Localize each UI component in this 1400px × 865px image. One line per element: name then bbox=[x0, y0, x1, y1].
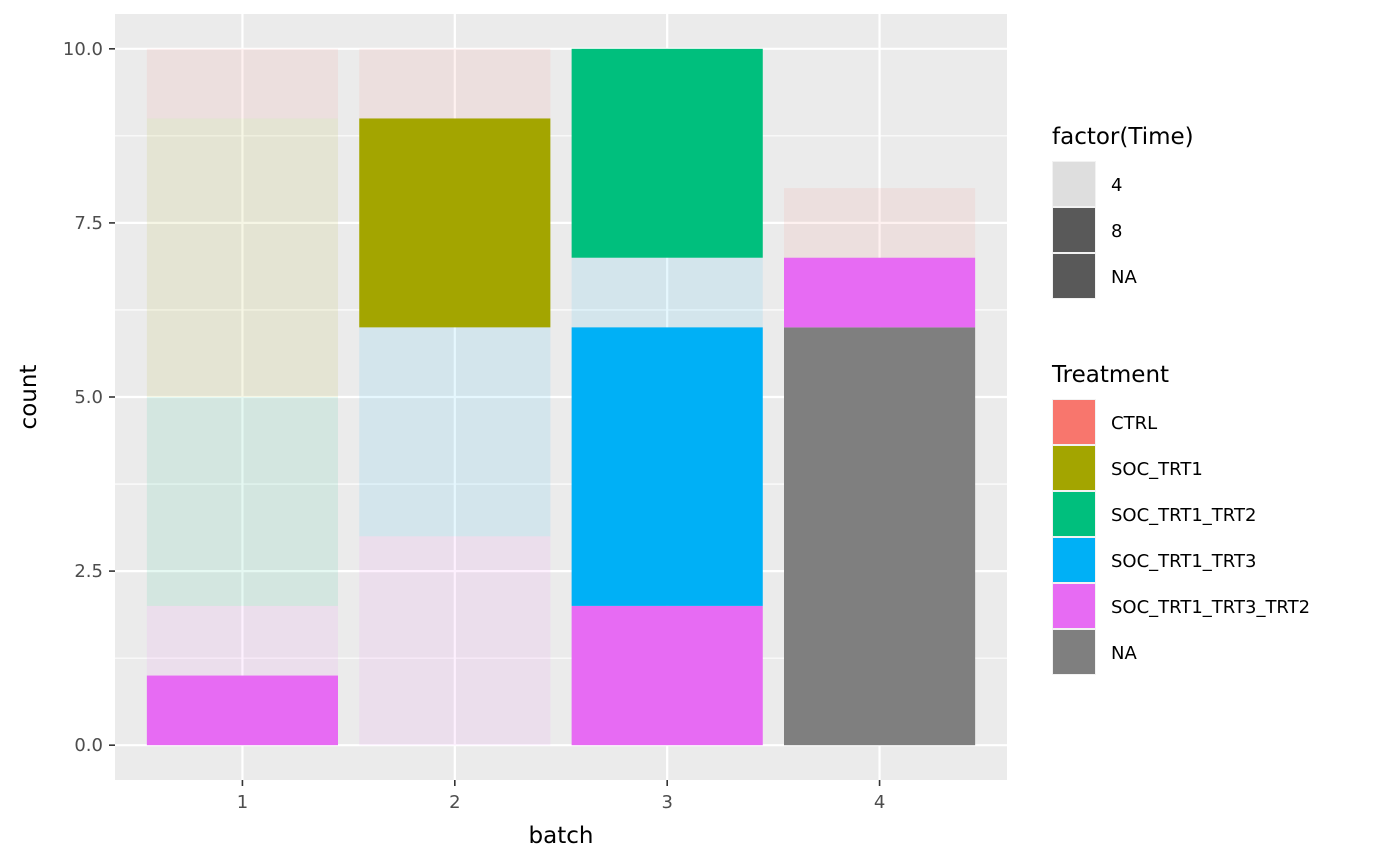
legend-key-swatch bbox=[1053, 208, 1095, 252]
legend-key-swatch bbox=[1053, 400, 1095, 444]
legend-treatment: Treatment CTRL SOC_TRT1 SOC_TRT1_TRT2 SOC_TR… bbox=[1051, 362, 1310, 675]
x-tick-label: 3 bbox=[661, 792, 672, 813]
legend-key-swatch bbox=[1053, 538, 1095, 582]
legend-title: Treatment bbox=[1051, 362, 1169, 388]
bars-layer bbox=[146, 48, 976, 746]
y-tick-label: 7.5 bbox=[74, 213, 103, 234]
bar-segment-batch-2-soc-trt1-time-8 bbox=[359, 118, 551, 328]
legend-key-swatch bbox=[1053, 584, 1095, 628]
x-tick-label: 1 bbox=[237, 792, 248, 813]
bar-segment-batch-2-ctrl-time-4 bbox=[359, 48, 551, 119]
legend-key-swatch bbox=[1053, 630, 1095, 674]
x-tick-label: 4 bbox=[874, 792, 885, 813]
y-axis-title: count bbox=[16, 365, 42, 430]
bar-segment-batch-4-ctrl-time-4 bbox=[784, 188, 976, 258]
bar-segment-batch-3-soc-trt1-trt3-time-4 bbox=[571, 257, 763, 328]
legend-key-swatch bbox=[1053, 492, 1095, 536]
legend-entry-label: SOC_TRT1 bbox=[1111, 459, 1203, 480]
legend-entry-label: 8 bbox=[1111, 221, 1122, 242]
y-tick-label: 0.0 bbox=[74, 735, 103, 756]
y-tick-label: 10.0 bbox=[63, 39, 103, 60]
x-axis-title: batch bbox=[529, 823, 594, 849]
legend-entry-label: 4 bbox=[1111, 175, 1122, 196]
legend-title: factor(Time) bbox=[1052, 124, 1194, 150]
legend-entry-label: NA bbox=[1111, 267, 1137, 288]
legend-time: factor(Time) 4 8 NA bbox=[1052, 124, 1194, 299]
x-tick-label: 2 bbox=[449, 792, 460, 813]
bar-segment-batch-1-soc-trt1-trt3-trt2-time-8 bbox=[146, 675, 338, 746]
bar-segment-batch-2-soc-trt1-trt3-trt2-time-4 bbox=[359, 536, 551, 746]
bar-segment-batch-3-soc-trt1-trt3-time-8 bbox=[571, 327, 763, 606]
legend-key-swatch bbox=[1053, 446, 1095, 490]
bar-segment-batch-1-soc-trt1-trt2-time-4 bbox=[146, 397, 338, 606]
legend-entry-label: CTRL bbox=[1111, 413, 1157, 434]
legend-key-swatch bbox=[1053, 254, 1095, 298]
bar-segment-batch-4-na-time-na bbox=[784, 327, 976, 746]
bar-segment-batch-1-soc-trt1-trt3-trt2-time-4 bbox=[146, 605, 338, 676]
bar-segment-batch-1-ctrl-time-4 bbox=[146, 48, 338, 119]
y-tick-label: 5.0 bbox=[74, 387, 103, 408]
y-tick-label: 2.5 bbox=[74, 561, 103, 582]
legend-entry-label: SOC_TRT1_TRT3 bbox=[1111, 551, 1256, 572]
legend-key-swatch bbox=[1053, 162, 1095, 206]
bar-segment-batch-1-soc-trt1-time-4 bbox=[146, 118, 338, 398]
legend-entry-label: SOC_TRT1_TRT2 bbox=[1111, 505, 1256, 526]
legend-layer: factor(Time) 4 8 NA Treatment CTRL SOC_TRT1 SOC… bbox=[1051, 124, 1310, 675]
bar-segment-batch-3-soc-trt1-trt2-time-8 bbox=[571, 48, 763, 258]
legend-entry-label: NA bbox=[1111, 643, 1137, 664]
bar-segment-batch-2-soc-trt1-trt3-time-4 bbox=[359, 327, 551, 537]
bar-segment-batch-3-soc-trt1-trt3-trt2-time-8 bbox=[571, 605, 763, 746]
axes-layer: 0.0 2.5 5.0 7.5 10.0 1 2 3 4 bbox=[63, 39, 885, 813]
bar-segment-batch-4-soc-trt1-trt3-trt2-time-8 bbox=[784, 257, 976, 328]
legend-entry-label: SOC_TRT1_TRT3_TRT2 bbox=[1111, 597, 1310, 618]
